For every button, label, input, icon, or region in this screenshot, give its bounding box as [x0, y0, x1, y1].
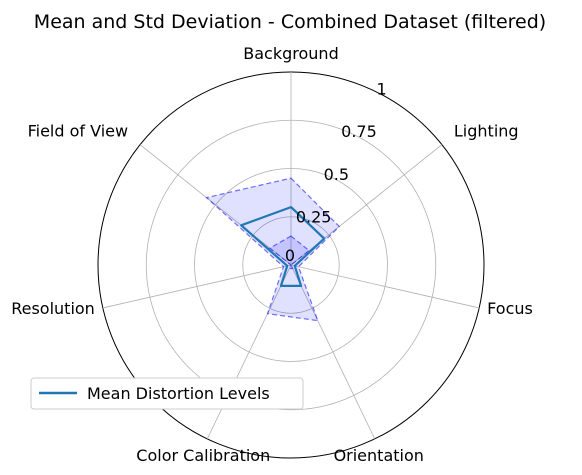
polar-grid [97, 71, 485, 459]
grid-spoke [290, 264, 480, 309]
radial-tick-label: 0.75 [341, 122, 377, 141]
series-layer [240, 206, 326, 287]
legend-label: Mean Distortion Levels [87, 384, 270, 403]
grid-spoke [139, 144, 292, 266]
axis-label-background: Background [243, 44, 338, 63]
axis-labels: Background Lighting Focus Orientation Color … [11, 44, 533, 465]
radial-tick-label: 0 [285, 246, 295, 265]
axis-label-color-calibration: Color Calibration [136, 446, 270, 465]
mean-series-line [240, 206, 326, 287]
axis-label-focus: Focus [487, 299, 533, 318]
axis-label-field-of-view: Field of View [28, 122, 129, 141]
legend: Mean Distortion Levels [30, 377, 304, 410]
std-lower-area [268, 235, 311, 270]
grid-spoke [206, 264, 292, 440]
std-upper-area [205, 177, 341, 322]
axis-label-resolution: Resolution [11, 299, 95, 318]
grid-spoke [102, 264, 292, 309]
legend-box [30, 377, 304, 410]
radial-tick-label: 0.25 [296, 207, 332, 226]
radial-tick-label: 1 [377, 80, 387, 99]
axis-label-lighting: Lighting [454, 122, 519, 141]
radial-tick-label: 0.5 [324, 165, 349, 184]
axis-label-orientation: Orientation [334, 446, 424, 465]
grid-spoke [290, 264, 376, 440]
std-band [205, 177, 341, 322]
chart-title: Mean and Std Deviation - Combined Datase… [34, 11, 546, 33]
radial-ticks: 0 0.25 0.5 0.75 1 [285, 80, 387, 265]
